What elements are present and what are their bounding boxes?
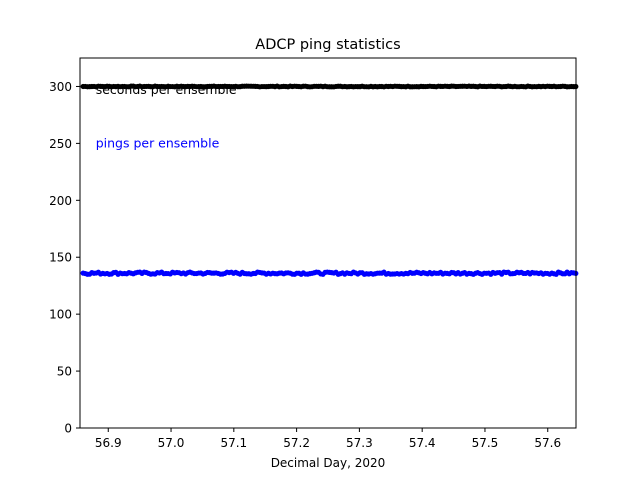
x-tick-label: 57.0 bbox=[158, 436, 185, 450]
x-tick-label: 56.9 bbox=[95, 436, 122, 450]
chart-title: ADCP ping statistics bbox=[255, 37, 400, 53]
plot-area bbox=[80, 83, 579, 277]
x-tick-label: 57.3 bbox=[346, 436, 373, 450]
y-tick-label: 150 bbox=[49, 251, 72, 265]
x-tick-label: 57.5 bbox=[472, 436, 499, 450]
y-tick-label: 0 bbox=[64, 422, 72, 436]
annotation-pings-per-ensemble: pings per ensemble bbox=[96, 135, 220, 150]
annotations: seconds per ensemble pings per ensemble bbox=[96, 82, 237, 151]
x-axis: 56.9 57.0 57.1 57.2 57.3 57.4 57.5 57.6 bbox=[95, 428, 561, 450]
y-tick-label: 100 bbox=[49, 308, 72, 322]
y-tick-label: 300 bbox=[49, 80, 72, 94]
x-axis-label: Decimal Day, 2020 bbox=[271, 456, 386, 470]
y-tick-label: 200 bbox=[49, 194, 72, 208]
series-seconds-per-ensemble bbox=[80, 83, 579, 90]
x-tick-label: 57.1 bbox=[220, 436, 247, 450]
annotation-seconds-per-ensemble: seconds per ensemble bbox=[96, 82, 237, 97]
x-tick-label: 57.2 bbox=[283, 436, 310, 450]
y-tick-label: 50 bbox=[57, 365, 72, 379]
y-tick-label: 250 bbox=[49, 137, 72, 151]
x-tick-label: 57.4 bbox=[409, 436, 436, 450]
plot-frame bbox=[79, 57, 577, 429]
x-tick-label: 57.6 bbox=[534, 436, 561, 450]
series-pings-per-ensemble bbox=[80, 269, 579, 277]
y-axis: 0 50 100 150 200 250 300 bbox=[49, 80, 80, 436]
